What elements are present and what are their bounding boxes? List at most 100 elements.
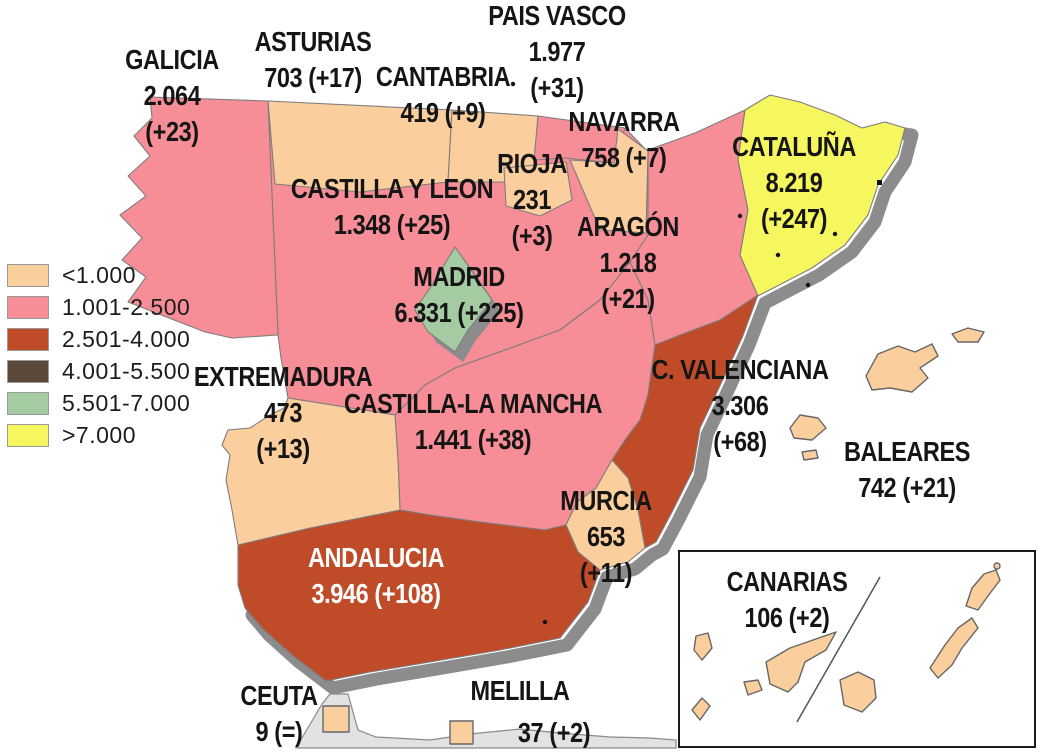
- region-delta: (+31): [530, 72, 584, 103]
- canarias-divider-line: [796, 576, 881, 723]
- label-cataluna: CATALUÑA 8.219 (+247): [732, 129, 856, 237]
- legend-swatch-lt-1000: [7, 263, 49, 287]
- label-asturias: ASTURIAS 703 (+17): [255, 24, 372, 96]
- region-pais-vasco-shape: [533, 115, 626, 164]
- label-pais-vasco: PAIS VASCO 1.977 (+31): [488, 0, 626, 106]
- lanzarote-island: [965, 569, 1001, 611]
- region-value: 742 (+21): [858, 472, 956, 503]
- mallorca-island: [865, 343, 939, 393]
- label-navarra: NAVARRA 758 (+7): [568, 104, 680, 176]
- legend-label: >7.000: [62, 421, 136, 448]
- legend-swatch-gt-7000: [7, 423, 49, 447]
- region-rioja-shape: [503, 161, 573, 217]
- region-galicia-shape: [119, 96, 279, 339]
- region-name: ARAGÓN: [576, 211, 680, 242]
- region-name: MELILLA: [470, 675, 570, 706]
- la-gomera-island: [743, 679, 763, 696]
- label-melilla-name: MELILLA: [471, 673, 570, 709]
- legend-swatch-4001-5500: [7, 359, 49, 383]
- legend: <1.000 1.001-2.500 2.501-4.000 4.001-5.5…: [7, 262, 191, 456]
- region-name: CASTILLA-LA MANCHA: [343, 388, 603, 419]
- label-galicia: GALICIA 2.064 (+23): [125, 42, 219, 150]
- city-dots: [409, 66, 882, 625]
- region-delta: (+11): [579, 557, 633, 588]
- label-aragon: ARAGÓN 1.218 (+21): [577, 209, 679, 317]
- baleares-islands: [789, 327, 985, 461]
- region-name: NAVARRA: [568, 106, 680, 137]
- region-name: CATALUÑA: [732, 131, 856, 162]
- label-ceuta: CEUTA 9 (=): [240, 678, 318, 750]
- legend-label: 5.501-7.000: [62, 389, 191, 416]
- ceuta-marker: [322, 705, 350, 733]
- region-extremadura-shape: [221, 397, 401, 546]
- label-c-valenciana: C. VALENCIANA 3.306 (+68): [651, 352, 828, 460]
- region-value: 106 (+2): [744, 602, 830, 633]
- region-delta: (+68): [713, 426, 767, 457]
- region-value: 3.306: [711, 390, 769, 421]
- region-value: 758 (+7): [581, 142, 667, 173]
- la-graciosa-islet: [993, 562, 1001, 570]
- label-baleares: BALEARES 742 (+21): [844, 434, 970, 506]
- legend-swatch-2501-4000: [7, 327, 49, 351]
- label-cantabria: CANTABRIA 419 (+9): [376, 59, 511, 131]
- coast-shadow: [245, 125, 919, 695]
- region-name: BALEARES: [843, 436, 971, 467]
- gran-canaria-island: [839, 671, 877, 713]
- legend-swatch-5501-7000: [7, 391, 49, 415]
- region-value: 9 (=): [255, 716, 303, 747]
- region-value: 8.219: [765, 167, 823, 198]
- region-name: ANDALUCIA: [307, 542, 445, 573]
- region-name: ASTURIAS: [254, 26, 372, 57]
- region-delta: (+23): [145, 116, 199, 147]
- legend-row: <1.000: [7, 262, 190, 288]
- region-delta: (+247): [760, 203, 828, 234]
- formentera-island: [801, 449, 819, 461]
- region-navarra-shape: [569, 128, 649, 234]
- legend-row: 5.501-7.000: [7, 389, 191, 416]
- la-palma-island: [693, 632, 713, 661]
- label-andalucia: ANDALUCIA 3.946 (+108): [308, 540, 444, 612]
- region-value: 231: [513, 184, 551, 215]
- label-melilla-value: 37 (+2): [517, 715, 591, 751]
- region-delta: (+3): [511, 220, 553, 251]
- legend-row: >7.000: [7, 421, 190, 448]
- tenerife-island: [765, 631, 837, 693]
- label-murcia: MURCIA 653 (+11): [560, 483, 652, 591]
- region-name: MADRID: [413, 261, 505, 292]
- region-value: 1.977: [528, 36, 586, 67]
- region-value: 3.946 (+108): [311, 578, 441, 609]
- region-name: PAIS VASCO: [488, 0, 626, 31]
- region-value: 1.441 (+38): [414, 424, 532, 455]
- legend-row: 4.001-5.500: [7, 357, 191, 384]
- region-value: 653: [587, 521, 625, 552]
- region-name: CEUTA: [240, 680, 318, 711]
- canarias-inset: [678, 550, 1036, 748]
- region-value: 1.218: [599, 247, 657, 278]
- legend-label: 4.001-5.500: [62, 357, 191, 384]
- legend-label: 1.001-2.500: [62, 293, 191, 320]
- region-name: C. VALENCIANA: [651, 354, 829, 385]
- region-name: RIOJA: [497, 148, 567, 179]
- region-value: 703 (+17): [264, 62, 362, 93]
- region-name: MURCIA: [560, 485, 652, 516]
- ibiza-island: [789, 414, 827, 441]
- region-name: GALICIA: [125, 44, 219, 75]
- region-value: 6.331 (+225): [394, 297, 524, 328]
- legend-row: 1.001-2.500: [7, 293, 191, 320]
- label-madrid: MADRID 6.331 (+225): [394, 259, 523, 331]
- label-rioja: RIOJA 231 (+3): [497, 146, 567, 254]
- legend-row: 2.501-4.000: [7, 326, 190, 352]
- region-name: EXTREMADURA: [193, 361, 373, 392]
- region-value: 37 (+2): [517, 717, 591, 748]
- region-value: 473: [264, 397, 302, 428]
- region-delta: (+13): [256, 433, 310, 464]
- region-asturias-shape: [267, 100, 453, 193]
- region-name: CASTILLA Y LEON: [290, 173, 494, 204]
- legend-swatch-1001-2500: [7, 295, 49, 319]
- menorca-island: [951, 327, 985, 343]
- region-madrid-shape: [414, 246, 493, 353]
- region-value: 2.064: [143, 80, 201, 111]
- fuerteventura-island: [929, 617, 979, 679]
- label-extremadura: EXTREMADURA 473 (+13): [193, 359, 373, 467]
